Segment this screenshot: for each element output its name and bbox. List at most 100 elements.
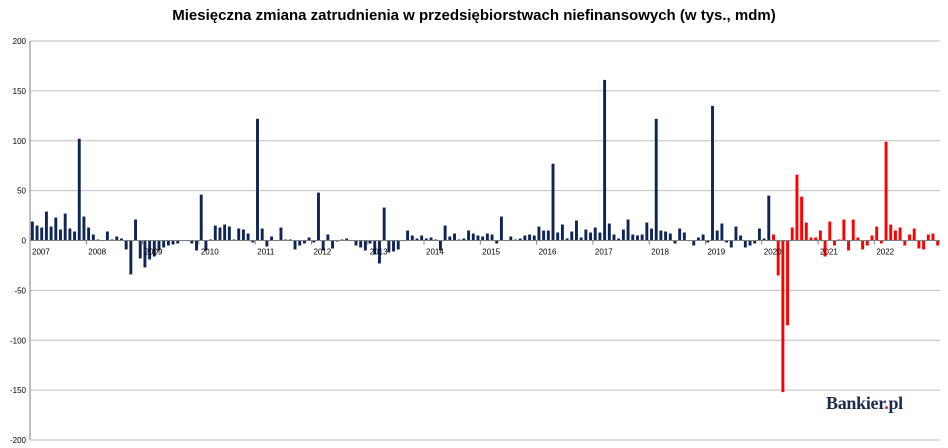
bar [668, 233, 672, 241]
bar [776, 240, 780, 276]
bar [241, 229, 245, 241]
bars [30, 79, 940, 393]
bar [575, 220, 578, 241]
bar [715, 230, 719, 241]
bar [190, 240, 194, 244]
bar [218, 227, 222, 241]
bar [706, 240, 710, 243]
bar [711, 105, 714, 241]
y-tick-label: 200 [13, 37, 27, 46]
bar [40, 227, 44, 241]
bar [678, 228, 682, 241]
bar [302, 240, 306, 244]
x-tick-label: 2011 [257, 248, 275, 257]
bar [551, 163, 555, 241]
bar [354, 240, 358, 246]
bar [237, 228, 241, 241]
bar [893, 230, 897, 241]
bar [448, 236, 452, 241]
bar [790, 227, 794, 241]
bar [115, 236, 119, 241]
bar [298, 240, 302, 246]
bar [227, 226, 231, 241]
bar [518, 238, 522, 241]
bar [293, 240, 297, 250]
bar [63, 213, 67, 241]
bar [171, 240, 175, 245]
bar [537, 226, 541, 241]
bar [532, 235, 536, 241]
bar [701, 234, 705, 241]
bar [471, 233, 475, 241]
bar [851, 219, 855, 241]
bar [162, 240, 166, 248]
bar [589, 232, 592, 241]
bar [556, 232, 560, 241]
bar [359, 240, 363, 248]
bar [631, 234, 635, 241]
bar [321, 240, 325, 251]
bar [157, 240, 161, 251]
bar [903, 240, 907, 246]
bar [607, 223, 611, 241]
bar [696, 237, 700, 241]
bar [331, 240, 335, 249]
bar [753, 240, 757, 244]
bar [120, 238, 123, 241]
bar [786, 240, 790, 326]
bar [528, 234, 532, 241]
y-tick-label: 100 [13, 137, 27, 146]
bar [936, 240, 940, 246]
bar [82, 216, 86, 241]
x-tick-label: 2008 [88, 248, 106, 257]
x-tick-label: 2018 [651, 248, 669, 257]
x-tick-label: 2017 [595, 248, 613, 257]
bar [490, 234, 494, 241]
bar [659, 230, 663, 241]
bar [847, 240, 850, 251]
bar [682, 232, 686, 241]
bar [499, 216, 503, 241]
bar [692, 240, 696, 246]
bar [842, 219, 846, 241]
bar [270, 236, 274, 241]
bar [345, 238, 349, 241]
bar [621, 229, 625, 241]
bar [767, 195, 771, 241]
bar [485, 233, 489, 241]
axes: 200 150 100 50 0 -50 -100 -150 -200 2007 2008 2009 2… [10, 37, 940, 445]
bar [467, 230, 471, 241]
bar [828, 221, 832, 241]
bar [387, 240, 391, 253]
bar [570, 231, 574, 241]
bar [420, 235, 424, 241]
chart-title: Miesięczna zmiana zatrudnienia w przedsi… [172, 7, 776, 24]
bar [363, 240, 367, 251]
logo-dot: . [884, 393, 889, 413]
bar [410, 235, 414, 241]
bar [795, 174, 799, 241]
bar [584, 229, 588, 241]
bar [673, 240, 677, 244]
bar [870, 235, 874, 241]
bar [30, 221, 34, 241]
x-tick-label: 2012 [313, 248, 331, 257]
bar [565, 238, 569, 241]
bar [326, 234, 330, 241]
bar [462, 238, 466, 241]
bar [453, 233, 456, 241]
logo-suffix: pl [888, 393, 903, 413]
bar [59, 229, 62, 241]
bar [176, 240, 180, 244]
bar [44, 211, 48, 241]
bar [87, 227, 91, 241]
bar [739, 235, 743, 241]
bar [195, 240, 198, 251]
bar [424, 238, 428, 241]
bar [307, 237, 311, 241]
bar [922, 240, 926, 250]
bar [729, 240, 733, 248]
bar [865, 240, 869, 246]
bar [378, 240, 381, 264]
